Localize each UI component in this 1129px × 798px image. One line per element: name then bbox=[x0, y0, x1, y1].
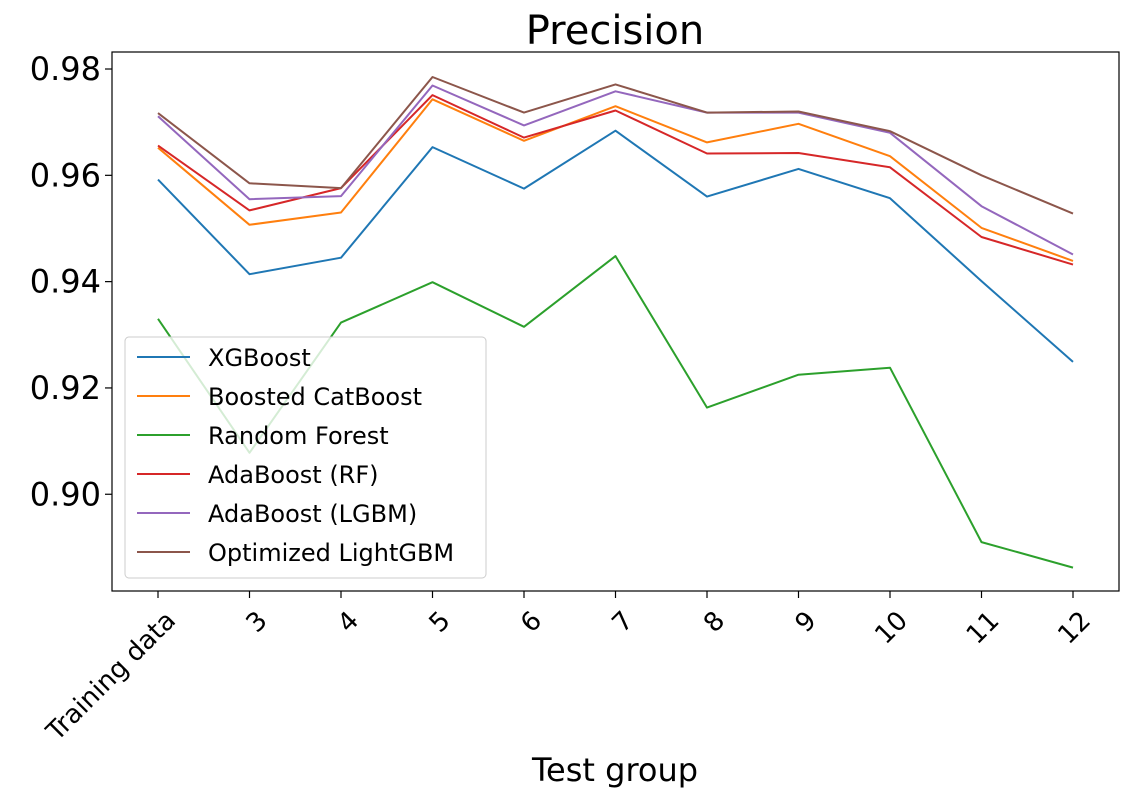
legend-entry: XGBoost bbox=[137, 344, 311, 372]
legend-entry: AdaBoost (LGBM) bbox=[137, 500, 417, 528]
series-line bbox=[157, 129, 1074, 363]
series-line bbox=[157, 94, 1074, 266]
series-5 bbox=[157, 76, 1074, 215]
legend-label: AdaBoost (LGBM) bbox=[208, 500, 417, 528]
y-tick-label: 0.90 bbox=[30, 475, 101, 513]
legend-entries: XGBoost Boosted CatBoost Random Forest AdaB… bbox=[137, 344, 454, 567]
legend-entry: AdaBoost (RF) bbox=[137, 461, 379, 489]
series-line bbox=[157, 84, 1074, 256]
legend-entry: Random Forest bbox=[137, 422, 389, 450]
series-layer bbox=[157, 76, 1074, 569]
chart-title: Precision bbox=[526, 8, 704, 54]
legend-label: Random Forest bbox=[208, 422, 389, 450]
legend-label: Optimized LightGBM bbox=[208, 539, 454, 567]
legend-label: Boosted CatBoost bbox=[208, 383, 422, 411]
y-axis: 0.90 0.92 0.94 0.96 0.98 bbox=[30, 50, 112, 513]
series-1 bbox=[157, 98, 1074, 262]
legend-frame bbox=[124, 336, 487, 579]
series-3 bbox=[157, 94, 1074, 266]
legend-entry: Boosted CatBoost bbox=[137, 383, 422, 411]
legend-label: AdaBoost (RF) bbox=[208, 461, 379, 489]
series-0 bbox=[157, 129, 1074, 363]
legend: XGBoost Boosted CatBoost Random Forest AdaB… bbox=[124, 336, 487, 579]
legend-label: XGBoost bbox=[208, 344, 311, 372]
y-tick-label: 0.98 bbox=[30, 50, 101, 88]
y-tick-label: 0.94 bbox=[30, 263, 101, 301]
y-tick-label: 0.96 bbox=[30, 156, 101, 194]
y-tick-label: 0.92 bbox=[30, 369, 101, 407]
series-line bbox=[157, 98, 1074, 262]
series-line bbox=[157, 76, 1074, 215]
legend-entry: Optimized LightGBM bbox=[137, 539, 454, 567]
x-axis-title: Test group bbox=[531, 751, 698, 789]
